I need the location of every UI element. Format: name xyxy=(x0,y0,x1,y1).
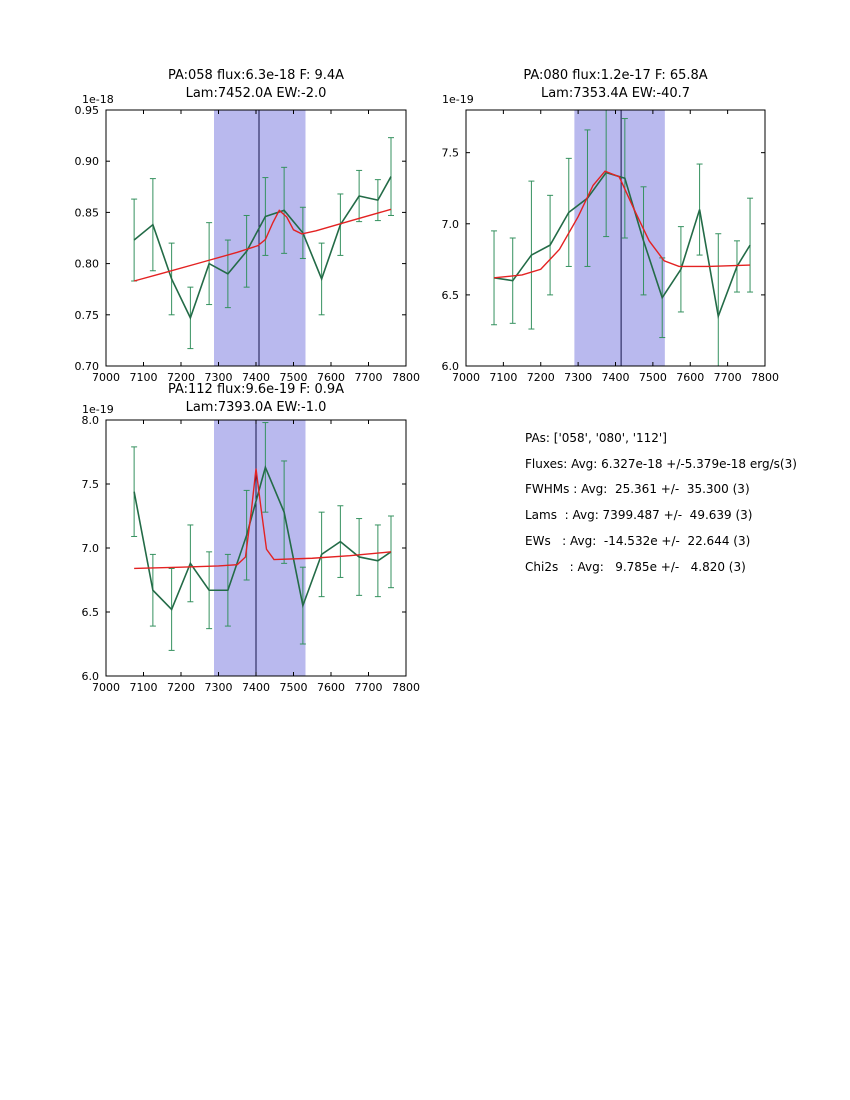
spectrum-line xyxy=(133,464,392,611)
fit-line xyxy=(134,468,392,570)
svg-text:8.0: 8.0 xyxy=(82,414,100,427)
svg-text:7.0: 7.0 xyxy=(82,542,100,555)
svg-text:0.85: 0.85 xyxy=(75,206,100,219)
svg-text:0.75: 0.75 xyxy=(75,309,100,322)
stat-lams: Lams : Avg: 7399.487 +/- 49.639 (3) xyxy=(525,508,753,523)
svg-text:6.0: 6.0 xyxy=(442,360,460,373)
svg-text:7500: 7500 xyxy=(639,371,667,384)
svg-text:7.5: 7.5 xyxy=(442,147,460,160)
svg-text:7200: 7200 xyxy=(167,681,195,694)
svg-text:7800: 7800 xyxy=(392,371,420,384)
spectrum-plot-pa112: 7000 7100 7200 7300 7400 7500 7600 7700 7800 6.0 6… xyxy=(82,403,421,694)
svg-text:0.95: 0.95 xyxy=(75,104,100,117)
y-offset-label: 1e-19 xyxy=(442,93,474,106)
svg-text:7300: 7300 xyxy=(205,371,233,384)
svg-text:7000: 7000 xyxy=(452,371,480,384)
svg-text:7700: 7700 xyxy=(714,371,742,384)
svg-text:7200: 7200 xyxy=(167,371,195,384)
fit-line xyxy=(133,208,392,282)
svg-text:7100: 7100 xyxy=(489,371,517,384)
spectrum-line xyxy=(133,176,392,320)
svg-text:7500: 7500 xyxy=(280,681,308,694)
svg-text:7400: 7400 xyxy=(242,371,270,384)
svg-text:7200: 7200 xyxy=(527,371,555,384)
svg-text:7800: 7800 xyxy=(392,681,420,694)
svg-text:7300: 7300 xyxy=(564,371,592,384)
plot1-title: PA:058 flux:6.3e-18 F: 9.4A Lam:7452.0A … xyxy=(106,67,406,103)
plot1-title-line1: PA:058 flux:6.3e-18 F: 9.4A xyxy=(167,68,345,83)
svg-text:7400: 7400 xyxy=(602,371,630,384)
highlight-band xyxy=(574,110,665,366)
plot2-title-line1: PA:080 flux:1.2e-17 F: 65.8A xyxy=(523,68,708,83)
svg-text:7.0: 7.0 xyxy=(442,218,460,231)
highlight-band xyxy=(214,420,306,676)
spectrum-line xyxy=(493,171,751,320)
svg-text:7300: 7300 xyxy=(205,681,233,694)
fit-line xyxy=(493,170,751,279)
svg-text:7800: 7800 xyxy=(751,371,779,384)
svg-text:7600: 7600 xyxy=(676,371,704,384)
stat-fluxes: Fluxes: Avg: 6.327e-18 +/-5.379e-18 erg/… xyxy=(525,456,797,471)
svg-text:7500: 7500 xyxy=(280,371,308,384)
plot3-title-line1: PA:112 flux:9.6e-19 F: 0.9A xyxy=(167,382,345,397)
spectrum-plot-pa080: 7000 7100 7200 7300 7400 7500 7600 7700 7800 6.0 6… xyxy=(442,93,780,384)
svg-text:6.5: 6.5 xyxy=(82,606,100,619)
svg-text:7100: 7100 xyxy=(130,371,158,384)
svg-text:7100: 7100 xyxy=(130,681,158,694)
svg-text:0.80: 0.80 xyxy=(75,258,100,271)
stat-ews: EWs : Avg: -14.532e +/- 22.644 (3) xyxy=(525,533,751,548)
highlight-band xyxy=(214,110,306,366)
svg-text:0.90: 0.90 xyxy=(75,155,100,168)
svg-text:7600: 7600 xyxy=(317,371,345,384)
svg-text:0.70: 0.70 xyxy=(75,360,100,373)
svg-text:7400: 7400 xyxy=(242,681,270,694)
plot2-title: PA:080 flux:1.2e-17 F: 65.8A Lam:7353.4A… xyxy=(466,67,765,103)
plot2-title-line2: Lam:7353.4A EW:-40.7 xyxy=(540,86,691,101)
plot3-title-line2: Lam:7393.0A EW:-1.0 xyxy=(185,400,327,415)
stat-fwhms: FWHMs : Avg: 25.361 +/- 35.300 (3) xyxy=(525,482,750,497)
svg-text:7000: 7000 xyxy=(92,681,120,694)
spectrum-plot-pa058: 7000 7100 7200 7300 7400 7500 7600 7700 7800 0.70… xyxy=(75,93,421,384)
svg-text:7600: 7600 xyxy=(317,681,345,694)
summary-stats-panel: PAs: ['058', '080', '112'] Fluxes: Avg: … xyxy=(525,426,797,580)
svg-text:6.0: 6.0 xyxy=(82,670,100,683)
stat-pas: PAs: ['058', '080', '112'] xyxy=(525,431,667,445)
y-offset-label: 1e-18 xyxy=(82,93,114,106)
plot1-title-line2: Lam:7452.0A EW:-2.0 xyxy=(185,86,327,101)
y-offset-label: 1e-19 xyxy=(82,403,114,416)
svg-text:7000: 7000 xyxy=(92,371,120,384)
stat-chi2s: Chi2s : Avg: 9.785e +/- 4.820 (3) xyxy=(525,559,746,574)
plot3-title: PA:112 flux:9.6e-19 F: 0.9A Lam:7393.0A … xyxy=(106,381,406,417)
svg-text:7.5: 7.5 xyxy=(82,478,100,491)
svg-text:6.5: 6.5 xyxy=(442,289,460,302)
svg-text:7700: 7700 xyxy=(355,371,383,384)
svg-text:7700: 7700 xyxy=(355,681,383,694)
